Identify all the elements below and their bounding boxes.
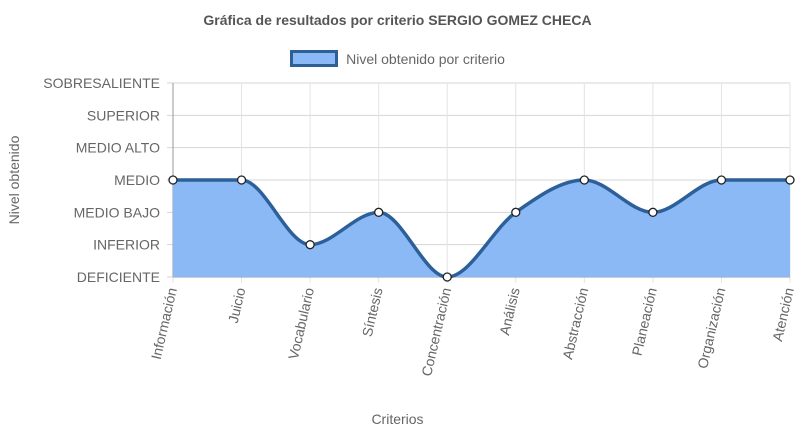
data-point	[785, 175, 795, 185]
data-point	[716, 175, 727, 185]
x-tick-label: Abstracción	[559, 286, 591, 361]
data-point	[579, 175, 589, 185]
data-point	[648, 207, 658, 217]
y-tick-label: DEFICIENTE	[77, 269, 160, 285]
series-line	[173, 178, 790, 279]
data-point	[374, 207, 384, 217]
y-tick-label: INFERIOR	[93, 237, 160, 253]
y-tick-label: MEDIO BAJO	[74, 204, 160, 220]
legend-swatch	[290, 50, 339, 67]
x-tick-label: Información	[148, 286, 180, 361]
y-tick-label: MEDIO	[114, 172, 160, 188]
data-point	[236, 175, 247, 185]
x-tick-label: Vocabulario	[285, 286, 317, 361]
y-tick-label: SUPERIOR	[87, 107, 160, 123]
data-point	[305, 240, 315, 250]
x-tick-label: Análisis	[496, 286, 522, 337]
y-tick-label: SOBRESALIENTE	[43, 75, 160, 91]
x-axis-title: Criterios	[371, 411, 424, 427]
data-point	[168, 175, 178, 185]
y-tick-label: MEDIO ALTO	[76, 140, 160, 156]
series-area-fill	[173, 180, 790, 277]
data-point	[511, 207, 521, 217]
chart-title: Gráfica de resultados por criterio SERGI…	[203, 12, 592, 28]
x-tick-label: Juicio	[225, 286, 249, 325]
x-tick-label: Planeación	[629, 286, 660, 357]
legend[interactable]: Nivel obtenido por criterio	[0, 50, 795, 67]
x-tick-label: Síntesis	[359, 286, 386, 338]
data-point	[442, 272, 452, 282]
x-tick-label: Concentración	[418, 286, 454, 378]
x-tick-label: Atención	[769, 286, 795, 343]
legend-label: Nivel obtenido por criterio	[346, 50, 505, 67]
x-tick-label: Organización	[694, 286, 728, 370]
